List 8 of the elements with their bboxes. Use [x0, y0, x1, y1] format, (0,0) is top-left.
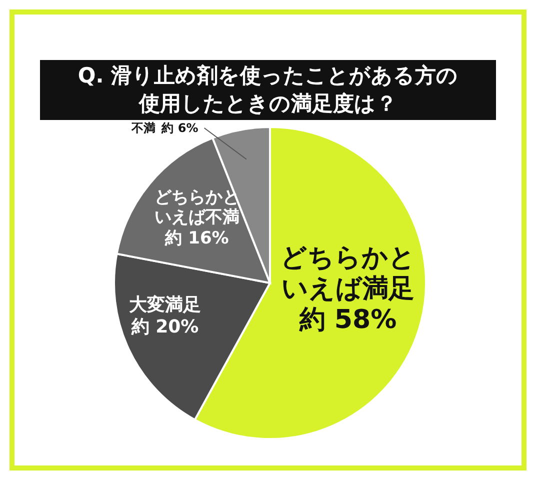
- slice-label: 不満: [132, 120, 156, 135]
- chart-title: Q. 滑り止め剤を使ったことがある方の使用したときの満足度は？: [76, 62, 460, 118]
- data-label: 約 6%: [160, 120, 198, 135]
- data-label: 約 20%: [130, 316, 200, 338]
- data-label: 約 58%: [298, 306, 398, 337]
- data-label: 約 16%: [164, 228, 230, 249]
- slice-label: どちらかといえば満足: [280, 243, 416, 306]
- slice-label: 大変満足: [128, 294, 202, 316]
